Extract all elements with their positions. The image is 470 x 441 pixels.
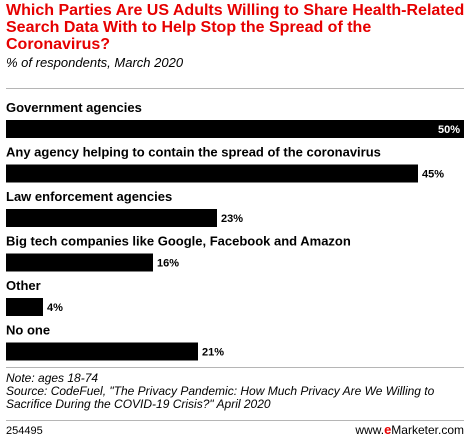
value-label: 45% [422, 169, 444, 181]
top-divider [6, 88, 464, 89]
category-label: Other [6, 278, 41, 293]
bar [6, 342, 198, 361]
bar [6, 209, 217, 227]
value-label: 4% [47, 302, 63, 314]
bar [6, 298, 43, 316]
bar [6, 120, 464, 138]
bar [6, 164, 418, 183]
chart-subtitle: % of respondents, March 2020 [6, 55, 184, 70]
brand-tld: .com [437, 423, 464, 437]
category-label: No one [6, 323, 50, 338]
value-label: 23% [221, 213, 243, 225]
bar-chart: Government agencies 50% Any agency helping… [6, 100, 464, 361]
value-label: 21% [202, 347, 224, 359]
value-label: 50% [438, 124, 460, 136]
category-label: Law enforcement agencies [6, 189, 172, 204]
category-label: Big tech companies like Google, Facebook… [6, 234, 351, 249]
chart-id: 254495 [6, 425, 43, 437]
brand-e: e [384, 422, 392, 437]
chart-title: Which Parties Are US Adults Willing to S… [6, 2, 465, 53]
brand-name: Marketer [391, 423, 438, 437]
bar [6, 253, 153, 272]
brand-logo[interactable]: www.eMarketer.com [355, 422, 464, 438]
category-label: Government agencies [6, 100, 142, 115]
bottom-divider [6, 367, 464, 368]
footer-divider [6, 420, 464, 421]
value-label: 16% [157, 258, 179, 270]
chart-source: Source: CodeFuel, "The Privacy Pandemic:… [6, 384, 435, 411]
brand-www: www. [355, 423, 385, 437]
category-label: Any agency helping to contain the spread… [6, 145, 381, 160]
chart-note: Note: ages 18-74 [6, 371, 99, 385]
